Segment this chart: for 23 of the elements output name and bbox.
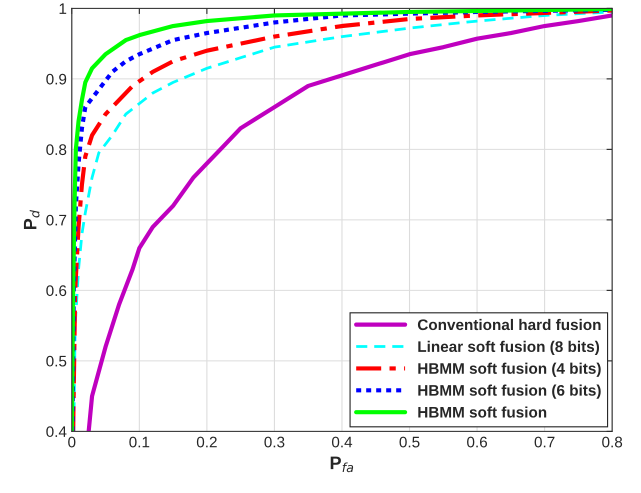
x-tick-label: 0.3: [264, 436, 284, 448]
legend-label: Linear soft fusion (8 bits): [418, 340, 600, 356]
legend-label: HBMM soft fusion: [418, 406, 546, 418]
x-tick-label: 0.2: [196, 436, 217, 448]
y-tick-label: 0.8: [46, 144, 66, 156]
y-tick-label: 0.9: [46, 74, 66, 85]
y-tick-label: 0.7: [46, 214, 66, 226]
x-axis-title: P$_{fa}$: [330, 456, 354, 472]
x-tick-label: 0.4: [332, 436, 352, 448]
y-tick-label: 0.4: [46, 426, 66, 438]
y-tick-label: 0.6: [46, 285, 66, 296]
y-axis-title: P$_{d}$: [24, 210, 40, 230]
legend-label: HBMM soft fusion (4 bits): [418, 362, 601, 377]
x-tick-label: 0.5: [400, 436, 420, 448]
legend-label: HBMM soft fusion (6 bits): [418, 384, 601, 399]
x-tick-label: 0.7: [534, 436, 554, 448]
x-tick-label: 0.8: [602, 436, 622, 448]
x-tick-label: 0: [68, 436, 76, 448]
y-tick-label: 1: [60, 3, 66, 14]
legend-label: Conventional hard fusion: [418, 318, 601, 330]
y-tick-label: 0.5: [46, 356, 66, 367]
x-tick-label: 0.1: [129, 436, 150, 448]
x-tick-label: 0.6: [467, 436, 488, 448]
